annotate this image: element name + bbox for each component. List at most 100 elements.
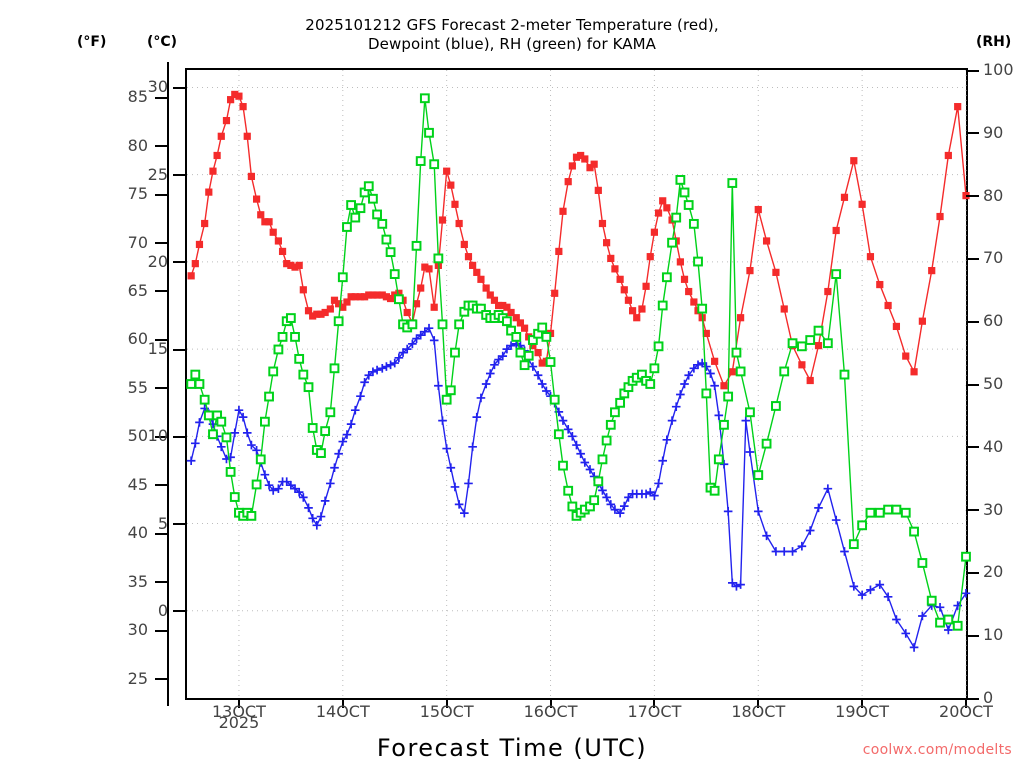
- data-point-marker: [653, 341, 664, 352]
- data-point-marker: [697, 303, 708, 314]
- watermark: coolwx.com/modelts: [862, 742, 1012, 758]
- data-point-marker: [745, 447, 755, 457]
- data-point-marker: [952, 620, 963, 631]
- fahrenheit-tick: [155, 193, 168, 196]
- data-point-marker: [900, 507, 911, 518]
- data-point-marker: [424, 127, 434, 138]
- data-point-marker: [610, 407, 620, 418]
- data-point-marker: [230, 428, 240, 438]
- data-point-marker: [450, 482, 460, 492]
- data-point-marker: [415, 156, 426, 166]
- data-point-marker: [771, 401, 781, 411]
- data-point-marker: [928, 267, 936, 275]
- data-point-marker: [772, 268, 780, 276]
- data-point-marker: [709, 485, 720, 496]
- data-point-marker: [394, 353, 404, 363]
- fahrenheit-tick: [155, 484, 168, 487]
- data-point-marker: [926, 595, 937, 606]
- data-point-marker: [891, 504, 902, 515]
- data-point-marker: [603, 239, 611, 247]
- data-point-marker: [667, 416, 677, 425]
- data-point-marker: [445, 385, 456, 396]
- data-point-marker: [542, 386, 551, 396]
- data-point-marker: [676, 390, 685, 399]
- data-point-marker: [356, 391, 365, 401]
- data-point-marker: [762, 531, 771, 541]
- fahrenheit-tick: [155, 387, 168, 390]
- series-2-meter-temperature: [187, 90, 970, 390]
- fahrenheit-tick-label: 80: [127, 135, 148, 155]
- fahrenheit-tick: [155, 145, 168, 148]
- data-point-marker: [226, 452, 235, 462]
- data-point-marker: [528, 362, 538, 371]
- data-point-marker: [598, 486, 607, 495]
- data-point-marker: [316, 512, 326, 521]
- time-tick-label: 13OCT: [211, 702, 266, 721]
- data-point-marker: [227, 96, 235, 104]
- celsius-tick: [173, 610, 186, 613]
- data-point-marker: [701, 388, 712, 399]
- data-point-marker: [650, 491, 659, 500]
- data-point-marker: [330, 296, 339, 304]
- data-point-marker: [875, 580, 885, 589]
- data-point-marker: [209, 167, 217, 175]
- data-point-marker: [274, 484, 283, 493]
- data-point-marker: [333, 316, 344, 327]
- data-point-marker: [685, 287, 693, 296]
- rh-tick-label: 60: [983, 311, 1004, 331]
- data-point-marker: [850, 157, 858, 165]
- time-tick: [549, 698, 552, 708]
- data-point-marker: [304, 503, 313, 513]
- data-point-marker: [386, 294, 395, 303]
- data-point-marker: [342, 222, 352, 232]
- data-point-marker: [598, 219, 607, 228]
- data-point-marker: [661, 272, 672, 283]
- data-point-marker: [909, 643, 919, 652]
- data-point-marker: [299, 493, 308, 502]
- data-point-marker: [247, 172, 255, 181]
- data-point-marker: [787, 338, 798, 349]
- data-point-marker: [316, 448, 326, 458]
- data-point-marker: [679, 187, 690, 198]
- data-point-marker: [823, 484, 833, 493]
- data-point-marker: [545, 357, 556, 367]
- data-point-marker: [433, 253, 444, 264]
- data-point-marker: [714, 411, 724, 420]
- data-point-marker: [649, 363, 660, 374]
- data-point-marker: [299, 286, 307, 294]
- data-point-marker: [568, 162, 576, 170]
- data-point-marker: [676, 258, 684, 266]
- data-point-marker: [186, 379, 197, 389]
- data-point-marker: [671, 212, 682, 223]
- fahrenheit-tick-label: 65: [127, 280, 148, 300]
- time-tick: [237, 698, 240, 708]
- data-point-marker: [460, 240, 468, 249]
- data-point-marker: [506, 341, 516, 350]
- data-point-marker: [403, 308, 411, 317]
- data-point-marker: [482, 284, 490, 292]
- data-point-marker: [242, 428, 252, 438]
- data-point-marker: [261, 218, 269, 226]
- data-point-marker: [849, 582, 859, 591]
- data-point-marker: [711, 357, 719, 365]
- data-point-marker: [338, 437, 348, 446]
- data-point-marker: [710, 381, 719, 391]
- fahrenheit-tick-label: 70: [127, 232, 148, 252]
- data-point-marker: [361, 293, 369, 301]
- data-point-marker: [222, 116, 231, 125]
- celsius-tick: [173, 261, 186, 264]
- data-point-marker: [857, 520, 868, 531]
- celsius-tick-label: 25: [147, 164, 168, 184]
- data-point-marker: [342, 430, 352, 439]
- data-point-marker: [572, 153, 581, 161]
- data-point-marker: [251, 479, 262, 490]
- rh-tick: [966, 132, 979, 135]
- data-point-marker: [469, 261, 477, 269]
- series-line: [190, 93, 967, 387]
- data-point-marker: [268, 486, 278, 495]
- rh-tick: [966, 195, 979, 198]
- data-point-marker: [225, 467, 236, 477]
- data-point-marker: [645, 379, 656, 389]
- rh-tick-label: 100: [983, 60, 1014, 79]
- data-point-marker: [537, 322, 548, 333]
